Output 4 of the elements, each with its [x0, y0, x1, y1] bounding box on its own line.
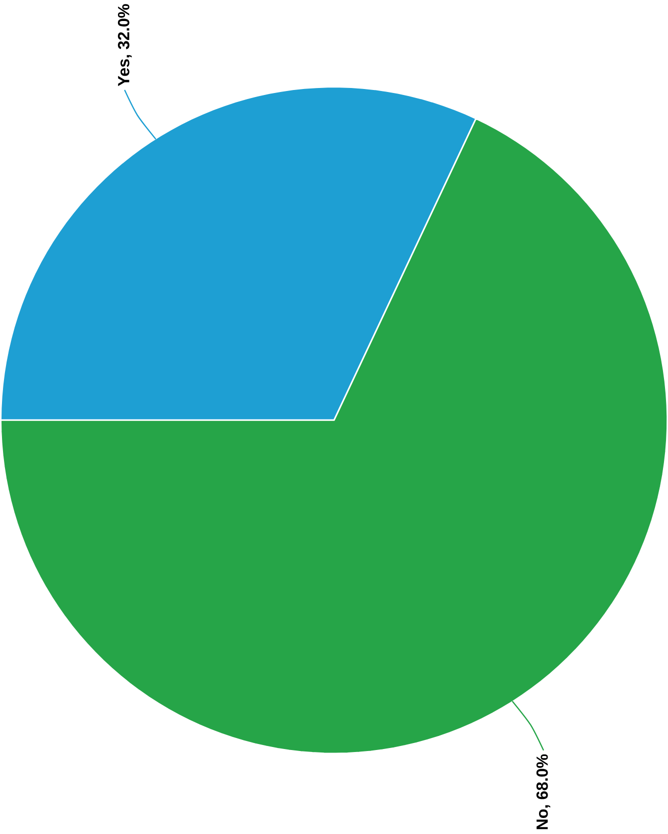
data-label: , 68.0%: [536, 754, 550, 808]
data-label: , 32.0%: [118, 4, 132, 58]
slice-label: No: [536, 809, 548, 830]
slice-label: Yes: [118, 59, 130, 86]
